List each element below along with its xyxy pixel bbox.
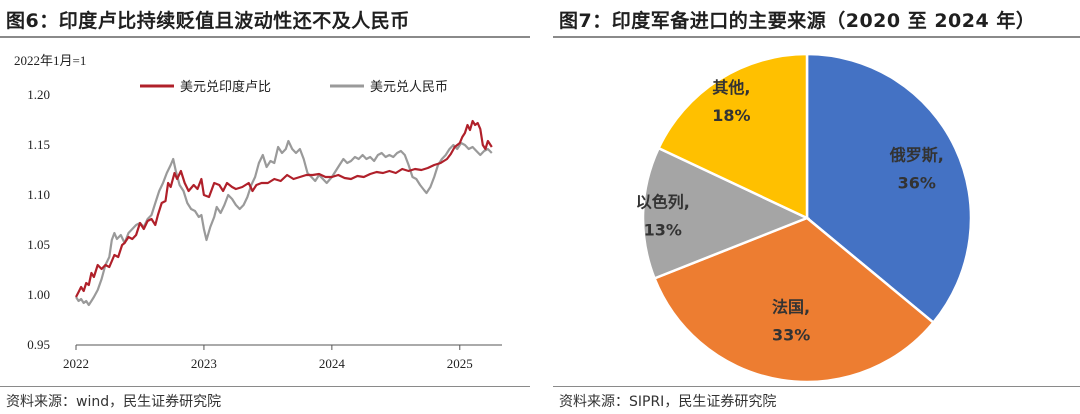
pie-slice xyxy=(652,216,936,384)
pie-label-name: 俄罗斯, xyxy=(889,145,944,164)
x-tick-label: 2024 xyxy=(319,356,346,371)
figure-6-panel: 图6：印度卢比持续贬值且波动性还不及人民币 2022年1月=1 1.20 1.15 1… xyxy=(0,0,530,414)
pie-label: 俄罗斯, 36% xyxy=(889,145,944,192)
y-tick-label: 0.95 xyxy=(27,337,50,352)
figure-7-panel: 图7：印度军备进口的主要来源（2020 至 2024 年） 俄罗斯, 36% 法国,… xyxy=(553,0,1080,414)
pie-slice xyxy=(656,52,809,220)
legend-label: 美元兑印度卢比 xyxy=(180,79,271,95)
y-tick-label: 1.20 xyxy=(27,87,50,102)
pie-label-pct: 13% xyxy=(644,220,682,239)
x-tick-label: 2023 xyxy=(191,356,217,371)
pie-chart: 俄罗斯, 36% 法国, 33% 以色列, 13% 其他, 18% xyxy=(636,52,973,384)
pie-label-pct: 18% xyxy=(712,106,750,125)
x-tick-label: 2022 xyxy=(63,356,89,371)
pie-label-name: 其他, xyxy=(712,78,750,97)
series-line-inr xyxy=(75,119,493,298)
pie-label-name: 法国, xyxy=(772,297,810,316)
figure-7-source: 资料来源：SIPRI，民生证券研究院 xyxy=(559,394,777,410)
pie-label-pct: 36% xyxy=(898,173,936,192)
pie-label-name: 以色列, xyxy=(636,192,690,211)
bottom-rule xyxy=(553,386,1080,387)
top-rule xyxy=(0,36,530,38)
pie-label: 法国, 33% xyxy=(772,297,810,344)
base-note: 2022年1月=1 xyxy=(14,53,86,68)
pie-label: 以色列, 13% xyxy=(636,192,690,239)
y-tick-label: 1.05 xyxy=(27,237,50,252)
top-rule xyxy=(553,36,1080,38)
legend-label: 美元兑人民币 xyxy=(370,80,448,95)
figure-6-source: 资料来源：wind，民生证券研究院 xyxy=(6,394,222,410)
pie-slice xyxy=(805,52,973,325)
y-tick-label: 1.00 xyxy=(27,287,50,302)
x-tick-label: 2025 xyxy=(447,356,473,371)
figure-7-title: 图7：印度军备进口的主要来源（2020 至 2024 年） xyxy=(559,10,1036,32)
figure-6-title: 图6：印度卢比持续贬值且波动性还不及人民币 xyxy=(6,10,410,32)
pie-label-pct: 33% xyxy=(772,325,810,344)
y-tick-label: 1.10 xyxy=(27,187,50,202)
bottom-rule xyxy=(0,386,530,387)
pie-label: 其他, 18% xyxy=(712,78,750,125)
line-chart: 2022年1月=1 1.20 1.15 1.10 1.05 1.00 0.95 2022 202… xyxy=(14,53,502,371)
pie-slice xyxy=(641,146,811,280)
series-line-cny xyxy=(75,139,493,307)
y-tick-label: 1.15 xyxy=(27,137,50,152)
